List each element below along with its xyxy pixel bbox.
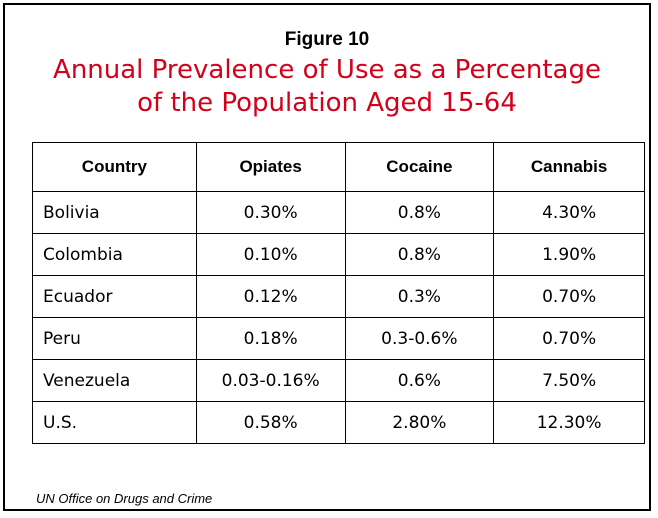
cocaine-cell: 0.8% bbox=[344, 233, 495, 276]
opiates-cell: 0.18% bbox=[195, 317, 346, 360]
cocaine-cell: 0.3-0.6% bbox=[344, 317, 495, 360]
prevalence-table: Country Opiates Cocaine Cannabis Bolivia… bbox=[32, 142, 645, 444]
opiates-cell: 0.03-0.16% bbox=[195, 359, 346, 402]
table-header-row: Country Opiates Cocaine Cannabis bbox=[32, 142, 645, 192]
table-row: Peru 0.18% 0.3-0.6% 0.70% bbox=[32, 317, 645, 360]
cannabis-cell: 0.70% bbox=[493, 317, 645, 360]
column-header-cannabis: Cannabis bbox=[493, 142, 645, 192]
cocaine-cell: 2.80% bbox=[344, 401, 495, 444]
cocaine-cell: 0.6% bbox=[344, 359, 495, 402]
table-row: U.S. 0.58% 2.80% 12.30% bbox=[32, 401, 645, 444]
country-cell: Peru bbox=[32, 317, 197, 360]
country-cell: U.S. bbox=[32, 401, 197, 444]
table-row: Colombia 0.10% 0.8% 1.90% bbox=[32, 233, 645, 276]
cannabis-cell: 12.30% bbox=[493, 401, 645, 444]
cannabis-cell: 0.70% bbox=[493, 275, 645, 318]
cannabis-cell: 4.30% bbox=[493, 191, 645, 234]
country-cell: Colombia bbox=[32, 233, 197, 276]
opiates-cell: 0.12% bbox=[195, 275, 346, 318]
country-cell: Ecuador bbox=[32, 275, 197, 318]
opiates-cell: 0.58% bbox=[195, 401, 346, 444]
figure-label: Figure 10 bbox=[284, 29, 370, 50]
opiates-cell: 0.10% bbox=[195, 233, 346, 276]
table-row: Venezuela 0.03-0.16% 0.6% 7.50% bbox=[32, 359, 645, 402]
country-cell: Venezuela bbox=[32, 359, 197, 402]
table-row: Ecuador 0.12% 0.3% 0.70% bbox=[32, 275, 645, 318]
country-cell: Bolivia bbox=[32, 191, 197, 234]
cannabis-cell: 7.50% bbox=[493, 359, 645, 402]
column-header-opiates: Opiates bbox=[195, 142, 346, 192]
column-header-cocaine: Cocaine bbox=[344, 142, 495, 192]
table-row: Bolivia 0.30% 0.8% 4.30% bbox=[32, 191, 645, 234]
figure-title-line-2: of the Population Aged 15-64 bbox=[137, 88, 517, 118]
cocaine-cell: 0.8% bbox=[344, 191, 495, 234]
source-note: UN Office on Drugs and Crime bbox=[36, 491, 213, 506]
figure-title: Annual Prevalence of Use as a Percentage… bbox=[5, 54, 649, 120]
opiates-cell: 0.30% bbox=[195, 191, 346, 234]
cannabis-cell: 1.90% bbox=[493, 233, 645, 276]
cocaine-cell: 0.3% bbox=[344, 275, 495, 318]
column-header-country: Country bbox=[32, 142, 197, 192]
figure-title-line-1: Annual Prevalence of Use as a Percentage bbox=[53, 55, 601, 85]
